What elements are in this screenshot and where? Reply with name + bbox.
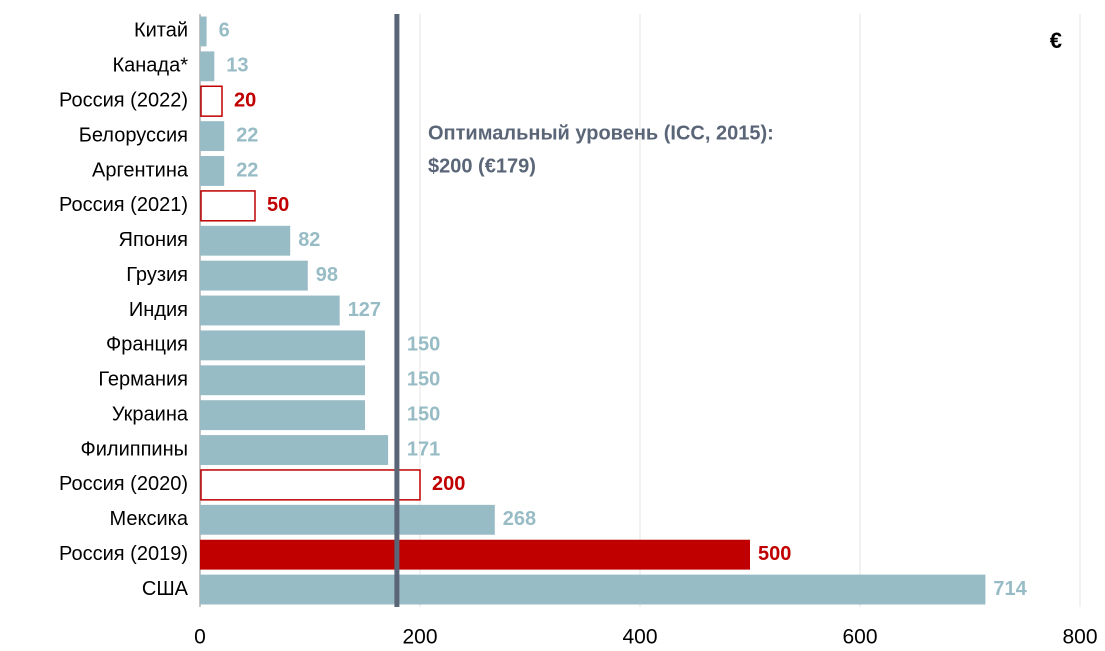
y-tick-label: Россия (2020) (59, 473, 188, 495)
reference-label: Оптимальный уровень (ICC, 2015): (428, 122, 774, 144)
x-tick-label: 0 (194, 626, 206, 649)
y-tick-label: Украина (112, 403, 189, 425)
value-label: 50 (267, 194, 289, 216)
y-tick-label: Грузия (126, 264, 188, 286)
x-tick-label: 200 (402, 626, 437, 649)
bar (200, 260, 308, 291)
bar (200, 330, 365, 361)
y-tick-label: Белоруссия (79, 124, 188, 146)
bar (200, 539, 750, 570)
y-tick-label: Япония (119, 229, 188, 251)
y-tick-label: Китай (134, 20, 188, 42)
reference-label: $200 (€179) (428, 155, 536, 177)
y-tick-label: Россия (2022) (59, 89, 188, 111)
value-label: 714 (993, 578, 1027, 600)
y-tick-label: Россия (2019) (59, 543, 188, 565)
bar (200, 121, 225, 152)
bar (200, 51, 215, 82)
unit-label: € (1050, 28, 1062, 53)
y-tick-label: Аргентина (92, 159, 189, 181)
value-label: 6 (219, 20, 230, 42)
y-tick-label: Канада* (112, 55, 188, 77)
bar (200, 16, 207, 47)
y-tick-label: Филиппины (81, 438, 188, 460)
value-label: 127 (348, 299, 381, 321)
bar (200, 365, 365, 396)
x-tick-label: 800 (1062, 626, 1097, 649)
value-label: 150 (407, 334, 440, 356)
y-tick-label: США (142, 578, 189, 600)
value-label: 500 (758, 543, 791, 565)
value-label: 13 (226, 55, 248, 77)
bar (200, 295, 340, 326)
value-label: 22 (236, 159, 258, 181)
value-label: 200 (432, 473, 465, 495)
y-tick-label: Германия (98, 369, 188, 391)
value-label: 150 (407, 369, 440, 391)
y-tick-label: Индия (129, 299, 188, 321)
value-label: 82 (298, 229, 320, 251)
y-tick-label: Мексика (110, 508, 189, 530)
bar (200, 435, 389, 465)
value-label: 171 (407, 438, 440, 460)
bar (200, 190, 256, 222)
value-label: 98 (316, 264, 338, 286)
value-label: 268 (503, 508, 536, 530)
bar (200, 156, 225, 186)
bar (200, 469, 421, 501)
value-label: 20 (234, 89, 256, 111)
bar (200, 225, 291, 256)
bar (200, 400, 365, 431)
value-label: 22 (236, 124, 258, 146)
bar (200, 574, 986, 605)
y-tick-label: Франция (106, 334, 188, 356)
x-tick-label: 600 (842, 626, 877, 649)
bar (200, 85, 223, 117)
x-tick-label: 400 (622, 626, 657, 649)
value-label: 150 (407, 403, 440, 425)
bar (200, 504, 495, 535)
y-tick-label: Россия (2021) (59, 194, 188, 216)
